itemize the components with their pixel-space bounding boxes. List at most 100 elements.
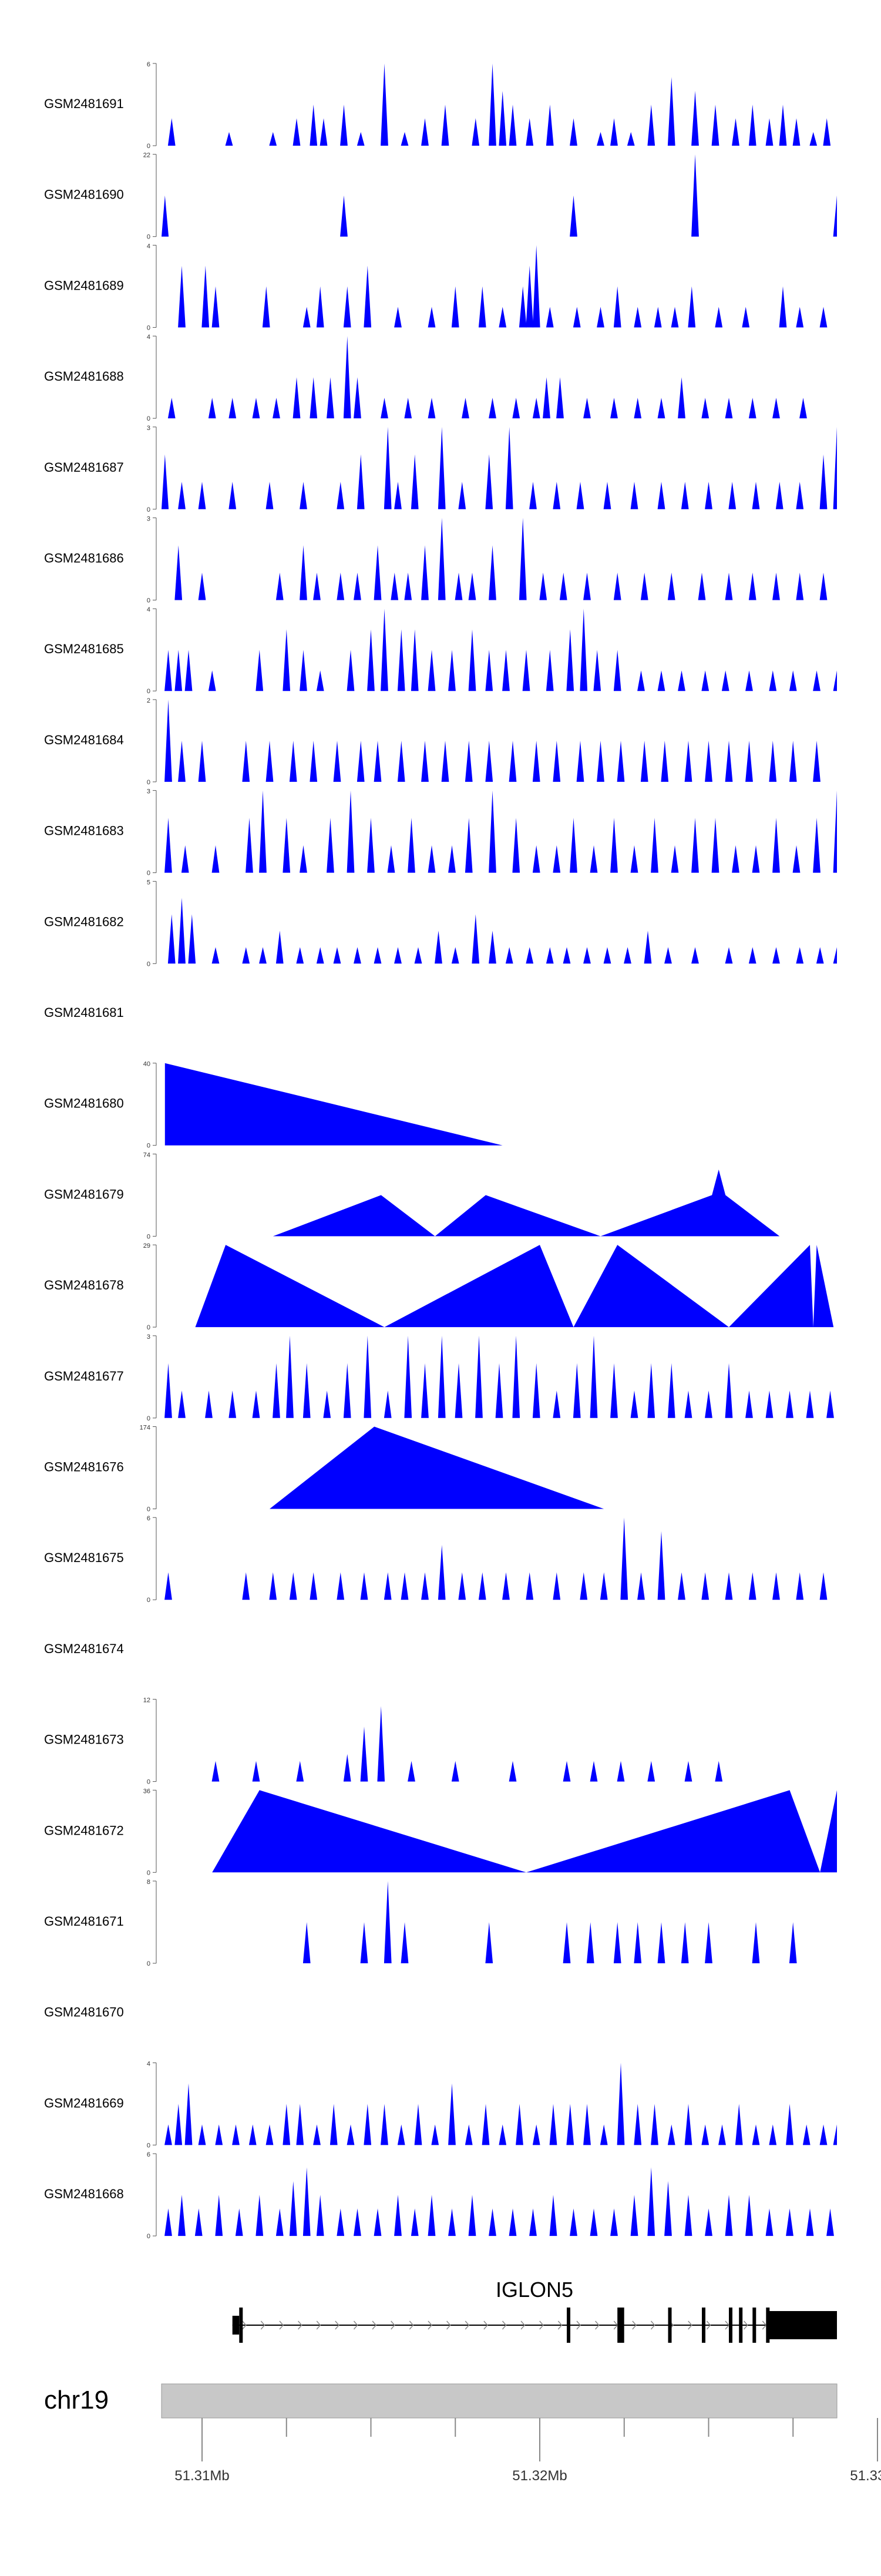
- coverage-peak: [748, 398, 756, 419]
- coverage-peak: [684, 2104, 692, 2145]
- coverage-peak: [671, 845, 679, 873]
- coverage-peak: [300, 545, 307, 600]
- coverage-peak: [610, 398, 618, 419]
- coverage-peak: [421, 118, 429, 146]
- coverage-peak: [468, 2195, 476, 2236]
- coverage-peak: [647, 105, 655, 146]
- track-label: GSM2481682: [44, 914, 124, 929]
- coverage-peak: [664, 947, 672, 964]
- y-zero-label: 0: [147, 1506, 150, 1513]
- track: GSM2481680 40 0: [44, 1061, 503, 1150]
- y-max-label: 12: [143, 1697, 150, 1704]
- coverage-peak: [728, 482, 737, 509]
- coverage-peak: [289, 1572, 297, 1600]
- coverage-peak: [164, 818, 172, 873]
- coverage-peak: [316, 947, 324, 964]
- coverage-peak: [634, 398, 642, 419]
- coverage-peak: [387, 845, 395, 873]
- coverage-peak: [691, 818, 699, 873]
- coverage-peak: [512, 818, 520, 873]
- coverage-peak: [512, 1335, 520, 1418]
- coverage-peak: [451, 947, 459, 964]
- coverage-peak: [617, 2063, 625, 2145]
- chromosome-axis: chr19 51.31Mb 51.32Mb 51.33Mb: [44, 2383, 881, 2484]
- coverage-peak: [283, 629, 291, 691]
- coverage-peak: [526, 1572, 534, 1600]
- coverage-peak: [211, 286, 220, 328]
- coverage-peak: [796, 307, 804, 328]
- coverage-peak: [435, 931, 442, 964]
- coverage-peak: [681, 482, 689, 509]
- coverage-peak: [265, 482, 274, 509]
- coverage-peak: [167, 398, 176, 419]
- coverage-peak: [198, 740, 206, 782]
- coverage-peak: [590, 845, 598, 873]
- coverage-peak: [404, 398, 412, 419]
- coverage-peak: [465, 2124, 473, 2145]
- coverage-peak: [502, 650, 510, 691]
- coverage-peak: [813, 670, 821, 691]
- coverage-peak: [164, 2124, 172, 2145]
- track: GSM2481691 6 0: [44, 61, 831, 150]
- coverage-peak: [519, 286, 527, 328]
- coverage-peak: [593, 650, 601, 691]
- coverage-peak: [448, 845, 456, 873]
- coverage-peak: [211, 947, 220, 964]
- coverage-peak: [438, 518, 446, 600]
- coverage-peak: [553, 1391, 561, 1418]
- coverage-peak: [441, 105, 449, 146]
- coverage-peak: [296, 947, 304, 964]
- track: GSM2481687 3 0: [44, 425, 837, 513]
- coverage-peak: [438, 1335, 446, 1418]
- coverage-peak: [495, 1363, 503, 1418]
- coverage-peak: [816, 947, 824, 964]
- coverage-peak: [819, 454, 828, 509]
- coverage-peak: [789, 740, 797, 782]
- track-label: GSM2481687: [44, 460, 124, 475]
- y-max-label: 29: [143, 1242, 150, 1250]
- track-label: GSM2481681: [44, 1005, 124, 1020]
- exon: [232, 2316, 240, 2335]
- coverage-peak: [826, 1391, 834, 1418]
- coverage-peak: [283, 2104, 291, 2145]
- coverage-peak: [397, 740, 405, 782]
- coverage-peak: [667, 2124, 675, 2145]
- coverage-peak: [765, 118, 774, 146]
- track: GSM2481688 4 0: [44, 334, 807, 422]
- coverage-peak: [617, 740, 625, 782]
- coverage-peak: [718, 2124, 726, 2145]
- coverage-peak: [211, 845, 220, 873]
- coverage-peak: [789, 670, 797, 691]
- coverage-peak: [715, 307, 723, 328]
- coverage-peak: [178, 482, 186, 509]
- coverage-peak: [302, 1922, 311, 1963]
- coverage-peak: [505, 426, 513, 509]
- strand-arrow: [762, 2320, 767, 2330]
- coverage-peak: [164, 650, 172, 691]
- track: GSM2481690 22 0: [44, 152, 837, 241]
- coverage-peak: [684, 2195, 692, 2236]
- coverage-peak: [275, 931, 284, 964]
- coverage-peak: [404, 1335, 412, 1418]
- coverage-peak: [357, 454, 365, 509]
- coverage-peak: [772, 818, 780, 873]
- coverage-peak: [745, 670, 753, 691]
- coverage-peak: [228, 398, 237, 419]
- y-max-label: 36: [143, 1788, 150, 1795]
- exon: [239, 2308, 243, 2343]
- coverage-peak: [806, 2208, 814, 2236]
- y-zero-label: 0: [147, 1597, 150, 1604]
- coverage-peak: [300, 845, 307, 873]
- coverage-peak: [448, 2208, 456, 2236]
- coverage-peak: [283, 818, 291, 873]
- coverage-peak: [208, 670, 216, 691]
- track-label: GSM2481677: [44, 1369, 124, 1383]
- coverage-peak: [705, 2208, 712, 2236]
- coverage-peak: [583, 947, 591, 964]
- coverage-peak: [620, 1517, 628, 1600]
- coverage-peak: [613, 650, 621, 691]
- coverage-peak: [178, 898, 186, 964]
- coverage-peak: [806, 1391, 814, 1418]
- coverage-peak: [259, 947, 267, 964]
